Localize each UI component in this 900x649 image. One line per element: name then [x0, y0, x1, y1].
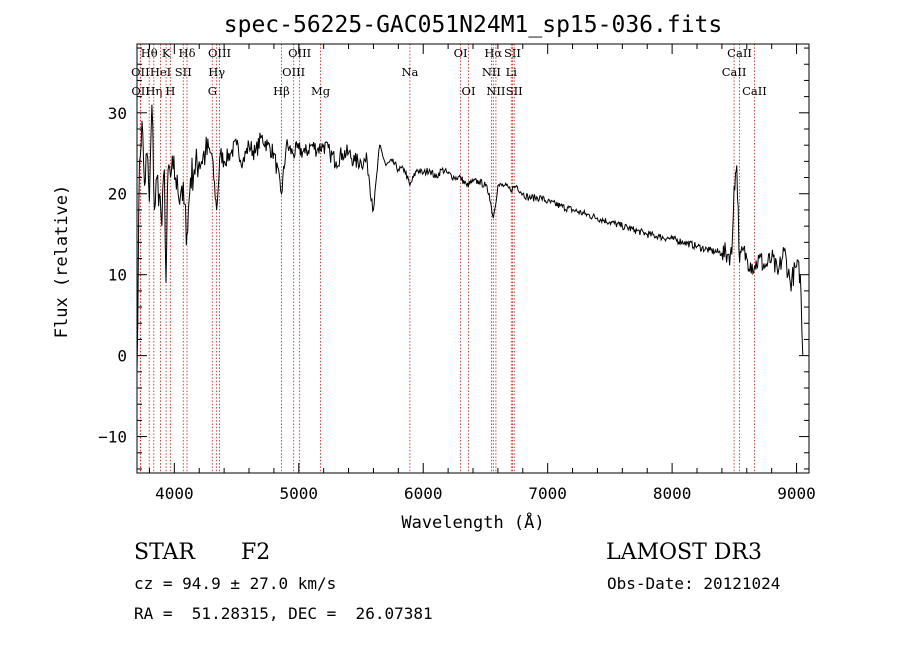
line-label-6: H	[165, 84, 175, 98]
y-tick-label-1: 0	[117, 347, 127, 366]
redshift-velocity: cz = 94.9 ± 27.0 km/s	[134, 574, 337, 593]
line-label-26: CaII	[722, 65, 747, 79]
line-label-23: Li	[506, 65, 518, 79]
line-label-2: OII	[131, 84, 150, 98]
line-label-14: OIII	[288, 46, 311, 60]
line-label-19: Hα	[484, 46, 502, 60]
line-label-1: OII	[131, 65, 150, 79]
line-label-24: SII	[506, 84, 523, 98]
object-type: STAR	[134, 540, 195, 565]
sky-coordinates: RA = 51.28315, DEC = 26.07381	[134, 604, 433, 623]
line-label-11: G	[208, 84, 217, 98]
x-tick-label-1: 5000	[280, 484, 319, 503]
line-label-22: SII	[504, 46, 521, 60]
x-tick-label-3: 7000	[528, 484, 567, 503]
line-label-5: HeI	[150, 65, 171, 79]
line-label-15: Mg	[311, 84, 331, 98]
y-tick-label-0: −10	[98, 428, 127, 447]
x-tick-label-4: 8000	[653, 484, 692, 503]
line-label-13: OIII	[282, 65, 305, 79]
y-tick-label-3: 20	[108, 185, 127, 204]
y-axis-label: Flux (relative)	[52, 185, 72, 339]
line-label-8: Hδ	[179, 46, 196, 60]
line-label-7: SII	[175, 65, 192, 79]
line-label-20: NII	[482, 65, 501, 79]
line-label-10: Hγ	[208, 65, 225, 79]
spectral-subclass: F2	[241, 540, 271, 565]
y-tick-label-4: 30	[108, 104, 127, 123]
line-label-9: OIII	[208, 46, 231, 60]
line-label-16: Na	[401, 65, 418, 79]
line-label-27: CaII	[742, 84, 767, 98]
observation-date: Obs-Date: 20121024	[607, 574, 781, 593]
line-label-17: OI	[454, 46, 468, 60]
survey-name: LAMOST DR3	[606, 540, 762, 565]
y-tick-label-2: 10	[108, 266, 127, 285]
chart-title: spec-56225-GAC051N24M1_sp15-036.fits	[224, 12, 723, 38]
line-label-0: Hθ	[141, 46, 158, 60]
x-tick-label-0: 4000	[155, 484, 194, 503]
line-label-12: Hβ	[273, 84, 290, 98]
line-label-18: OI	[462, 84, 476, 98]
line-label-25: CaII	[727, 46, 752, 60]
plot-frame	[136, 43, 810, 474]
line-label-3: Hη	[145, 84, 162, 98]
spectrum-line	[136, 104, 804, 372]
x-axis-label: Wavelength (Å)	[401, 511, 544, 533]
x-tick-label-2: 6000	[404, 484, 443, 503]
x-tick-label-5: 9000	[777, 484, 816, 503]
line-label-4: K	[162, 46, 171, 60]
line-label-21: NII	[486, 84, 505, 98]
